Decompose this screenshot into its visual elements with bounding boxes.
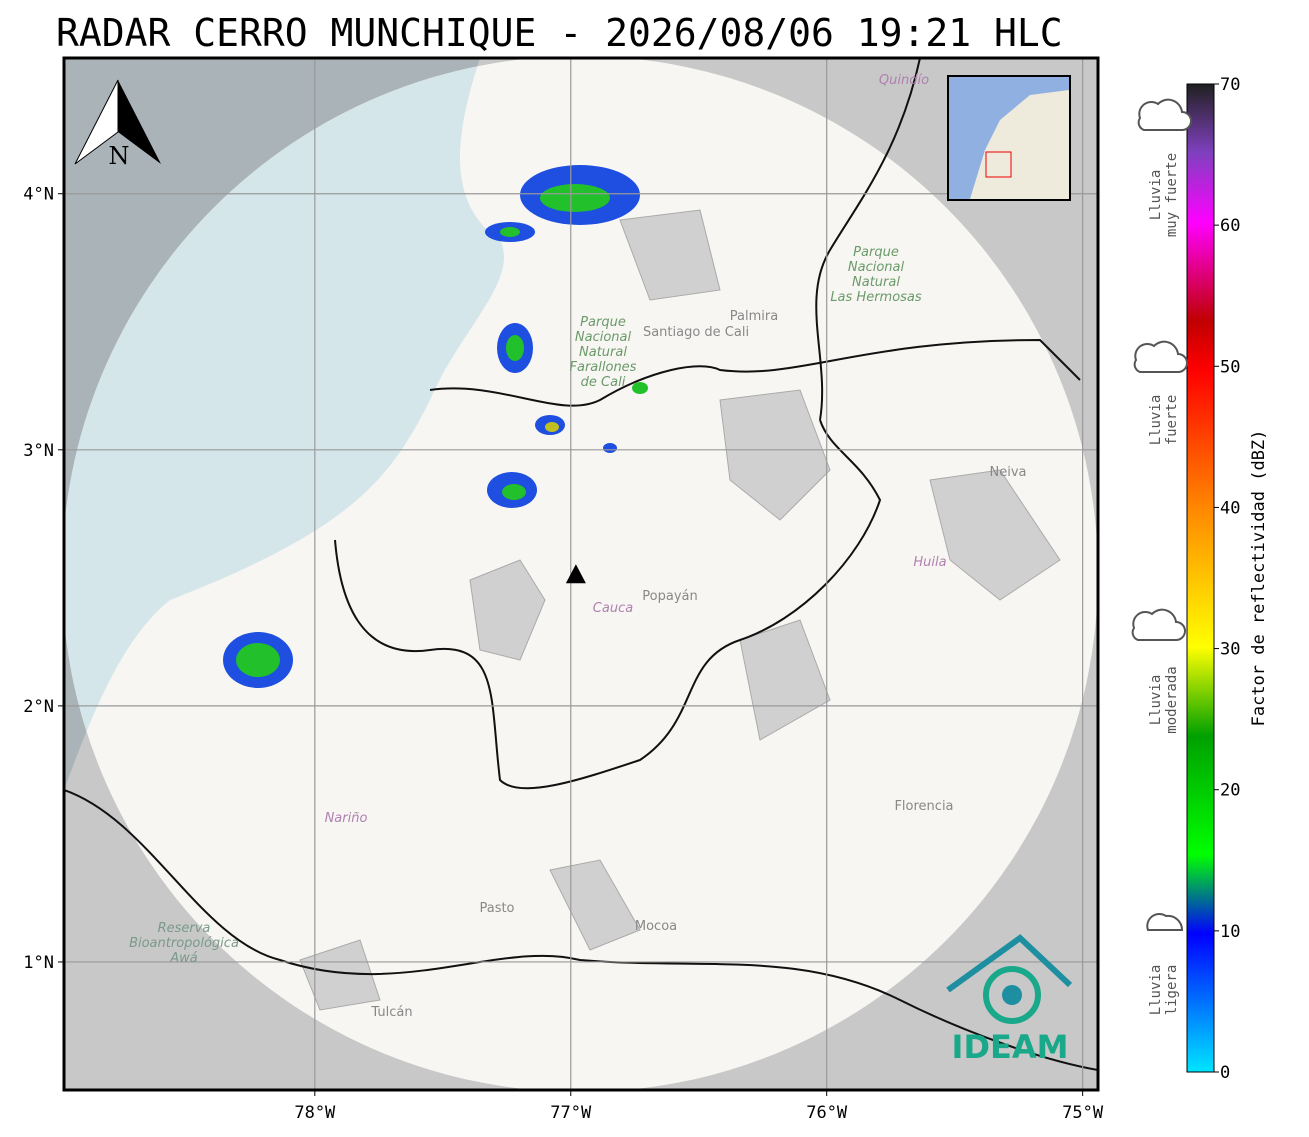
x-tick-label: 78°W <box>294 1103 336 1123</box>
rain-icon <box>1146 913 1184 931</box>
place-label: Tulcán <box>370 1005 412 1020</box>
place-label: Huila <box>913 555 946 570</box>
logo-text: IDEAM <box>952 1028 1069 1066</box>
rain-levels: Lluviamuy fuerte Lluviafuerte Lluviamode… <box>1131 98 1192 1016</box>
park-label: Parque Nacional Natural Farallones de Cali <box>570 315 637 390</box>
place-label: Mocoa <box>635 919 677 934</box>
place-label: Palmira <box>730 309 778 324</box>
colorbar-tick-label: 60 <box>1220 216 1240 236</box>
y-tick-label: 3°N <box>23 441 54 461</box>
place-label: Nariño <box>325 811 368 826</box>
radar-echoes <box>223 165 648 688</box>
map-area: Santiago de Cali Palmira Popayán Cauca H… <box>64 58 1098 1090</box>
colorbar-tick-label: 30 <box>1220 640 1240 660</box>
colorbar <box>1186 83 1215 1073</box>
rain-icon <box>1131 608 1186 641</box>
colorbar-tick-label: 20 <box>1220 781 1240 801</box>
colorbar-tick-label: 40 <box>1220 498 1240 518</box>
x-tick-label: 75°W <box>1062 1103 1104 1123</box>
colorbar-tick-label: 70 <box>1220 75 1240 95</box>
rain-icon <box>1137 98 1192 131</box>
terrain <box>299 209 1061 1011</box>
north-arrow: N <box>74 79 161 170</box>
rain-level: Lluviamuy fuerte <box>1148 153 1180 237</box>
north-label: N <box>109 142 130 170</box>
logo: IDEAM <box>946 934 1073 1066</box>
place-label: Neiva <box>990 465 1027 480</box>
place-label: Florencia <box>894 799 953 814</box>
inset-map <box>947 75 1071 201</box>
place-label: Quindío <box>879 73 929 88</box>
place-label: Popayán <box>642 589 697 604</box>
colorbar-label: Factor de reflectividad (dBZ) <box>1249 430 1269 727</box>
place-label: Cauca <box>593 601 633 616</box>
borders <box>64 58 1098 1071</box>
park-label: Parque Nacional Natural Las Hermosas <box>830 245 922 305</box>
x-tick-label: 76°W <box>806 1103 848 1123</box>
park-label: Reserva Bioantropológica Awá <box>129 921 239 966</box>
title: RADAR CERRO MUNCHIQUE - 2026/08/06 19:21… <box>56 11 1063 55</box>
map-frame <box>62 56 1100 1092</box>
y-tick-label: 4°N <box>23 185 54 205</box>
place-label: Santiago de Cali <box>643 325 749 340</box>
colorbar-tick-label: 0 <box>1220 1063 1230 1083</box>
rain-level: Lluviafuerte <box>1148 395 1180 446</box>
rain-level: Lluvialigera <box>1148 965 1180 1016</box>
place-label: Pasto <box>479 901 514 916</box>
y-tick-label: 2°N <box>23 697 54 717</box>
rain-level: Lluviamoderada <box>1148 666 1180 733</box>
colorbar-tick-label: 50 <box>1220 357 1240 377</box>
x-tick-label: 77°W <box>550 1103 592 1123</box>
rain-icon <box>1133 340 1188 373</box>
y-tick-label: 1°N <box>23 953 54 973</box>
radar-site <box>565 564 586 584</box>
colorbar-tick-label: 10 <box>1220 922 1240 942</box>
